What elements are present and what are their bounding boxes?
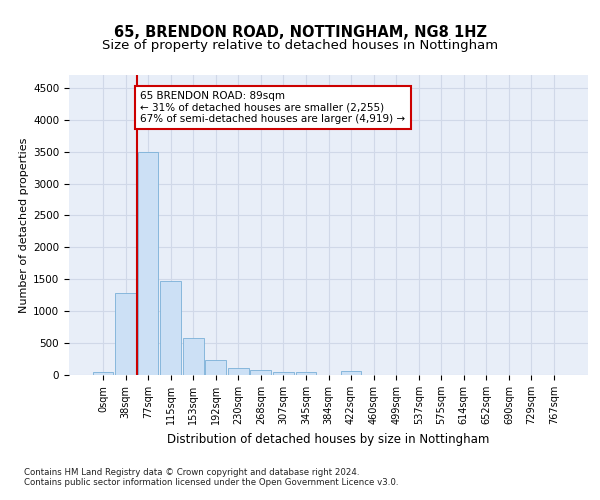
Text: 65, BRENDON ROAD, NOTTINGHAM, NG8 1HZ: 65, BRENDON ROAD, NOTTINGHAM, NG8 1HZ (113, 25, 487, 40)
Bar (250, 370, 271, 375)
Bar (273, 372, 294, 375)
Bar (341, 372, 361, 375)
Bar (296, 372, 316, 375)
Bar (205, 360, 226, 375)
Text: Size of property relative to detached houses in Nottingham: Size of property relative to detached ho… (102, 40, 498, 52)
Y-axis label: Number of detached properties: Number of detached properties (19, 138, 29, 312)
Bar (137, 152, 158, 375)
Bar (228, 368, 248, 375)
Bar (115, 294, 136, 375)
Bar (160, 280, 181, 375)
Text: 65 BRENDON ROAD: 89sqm
← 31% of detached houses are smaller (2,255)
67% of semi-: 65 BRENDON ROAD: 89sqm ← 31% of detached… (140, 91, 406, 124)
Text: Contains HM Land Registry data © Crown copyright and database right 2024.
Contai: Contains HM Land Registry data © Crown c… (24, 468, 398, 487)
Bar (92, 372, 113, 375)
Bar (183, 338, 203, 375)
X-axis label: Distribution of detached houses by size in Nottingham: Distribution of detached houses by size … (167, 432, 490, 446)
